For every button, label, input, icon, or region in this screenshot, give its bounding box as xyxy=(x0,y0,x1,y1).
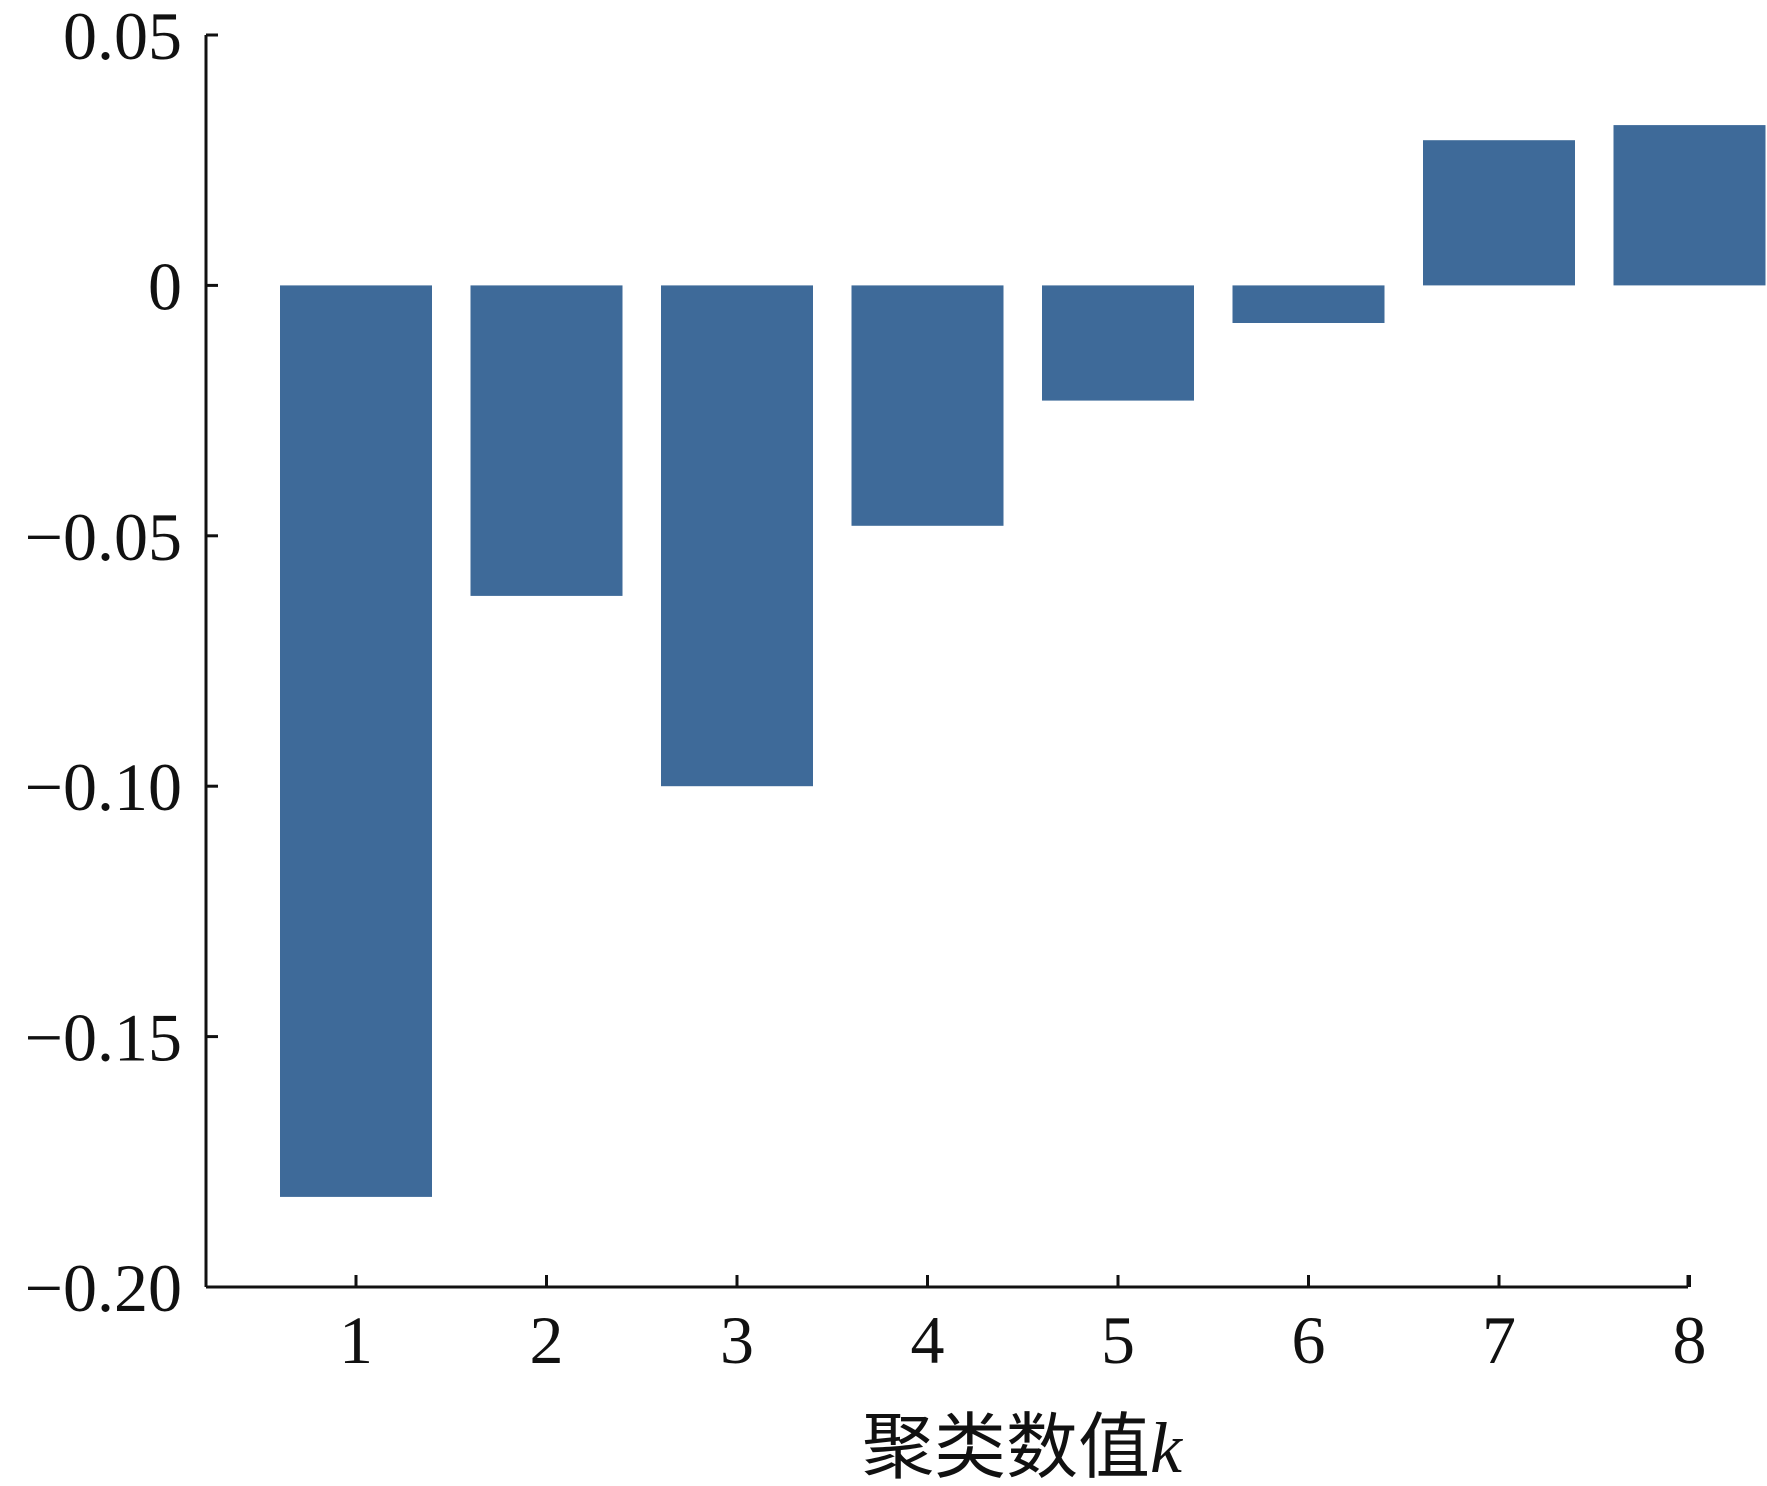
bars-group xyxy=(280,125,1766,1197)
y-tick-label: −0.10 xyxy=(25,749,182,825)
x-axis-label: 聚类数值k xyxy=(862,1408,1184,1486)
bar-k-3 xyxy=(661,285,813,787)
x-tick-label: 2 xyxy=(530,1302,564,1378)
bar-k-5 xyxy=(1042,285,1194,401)
y-tick-label: 0 xyxy=(148,248,182,324)
x-tick-label: 4 xyxy=(911,1302,945,1378)
x-ticks-group: 1 2 3 4 5 6 7 8 xyxy=(339,1275,1707,1378)
x-axis-label-main: 聚类数值 xyxy=(862,1408,1150,1486)
bar-k-7 xyxy=(1423,140,1575,286)
x-tick-label: 5 xyxy=(1101,1302,1135,1378)
y-tick-label: 0.05 xyxy=(63,0,182,74)
y-tick-label: −0.20 xyxy=(25,1250,182,1326)
x-tick-label: 7 xyxy=(1482,1302,1516,1378)
x-tick-label: 3 xyxy=(720,1302,754,1378)
x-axis-label-variable: k xyxy=(1150,1408,1184,1486)
y-tick-label: −0.15 xyxy=(25,1000,182,1076)
bar-k-6 xyxy=(1232,285,1385,323)
y-ticks-group: 0.05 0 −0.05 −0.10 −0.15 −0.20 xyxy=(25,0,218,1326)
bar-k-1 xyxy=(280,285,432,1197)
bar-k-8 xyxy=(1613,125,1766,286)
x-tick-label: 6 xyxy=(1292,1302,1326,1378)
x-tick-label: 1 xyxy=(339,1302,373,1378)
y-tick-label: −0.05 xyxy=(25,499,182,575)
x-tick-label: 8 xyxy=(1673,1302,1707,1378)
bar-k-4 xyxy=(851,285,1004,526)
bar-k-2 xyxy=(470,285,623,596)
